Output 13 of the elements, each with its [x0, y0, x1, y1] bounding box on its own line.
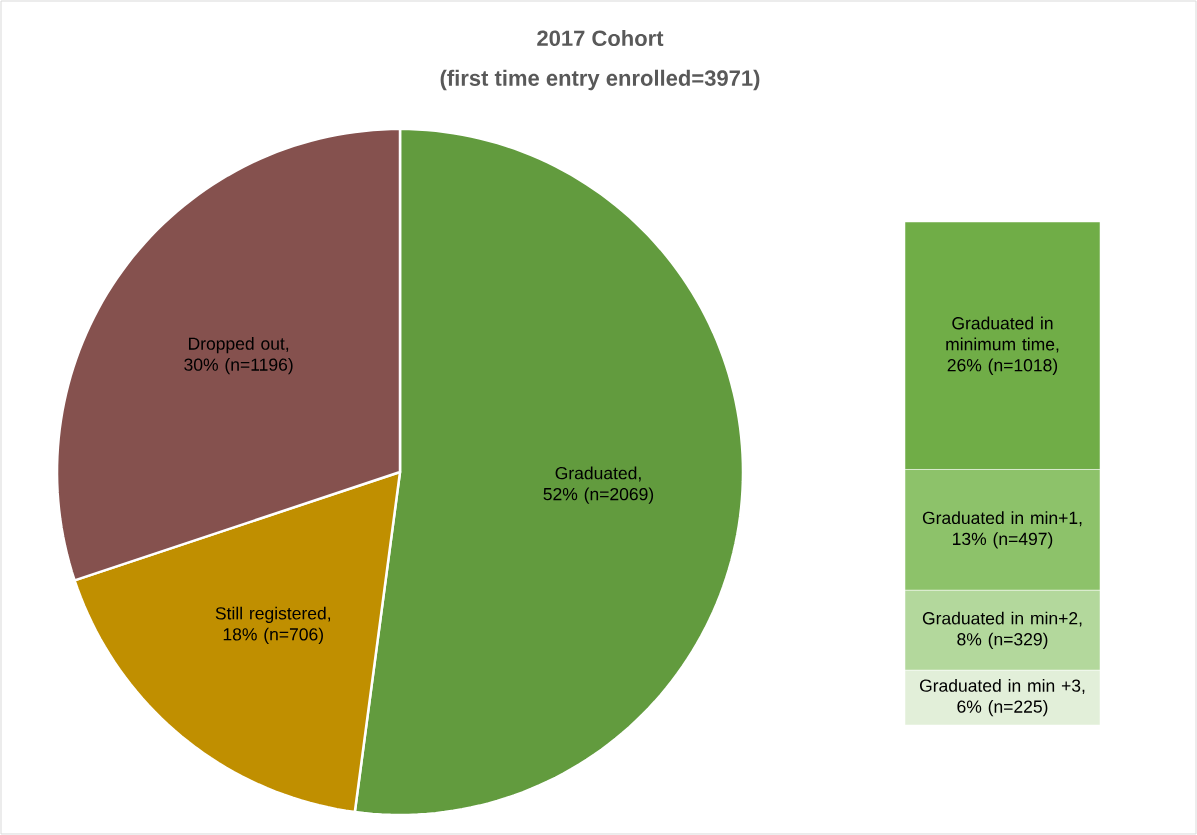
series-label: Graduated in min +3,: [919, 678, 1085, 694]
series-label: Graduated in minimum time,: [946, 316, 1059, 353]
chart-subtitle: (first time entry enrolled=3971): [440, 69, 760, 91]
data-label: 8% (n=329): [957, 632, 1048, 649]
series-label: Graduated in min+2,: [922, 611, 1082, 627]
series-label: Graduated in min+1,: [922, 511, 1082, 527]
slice-label: Still registered, 18% (n=706): [215, 606, 331, 644]
chart-title: 2017 Cohort: [537, 29, 664, 47]
slice-label: Graduated, 52% (n=2069): [543, 466, 654, 504]
data-label: 13% (n=497): [953, 532, 1053, 549]
data-label: 26% (n=1018): [947, 358, 1058, 375]
data-label: 6% (n=225): [957, 699, 1048, 717]
slice-label: Dropped out, 30% (n=1196): [184, 336, 293, 375]
